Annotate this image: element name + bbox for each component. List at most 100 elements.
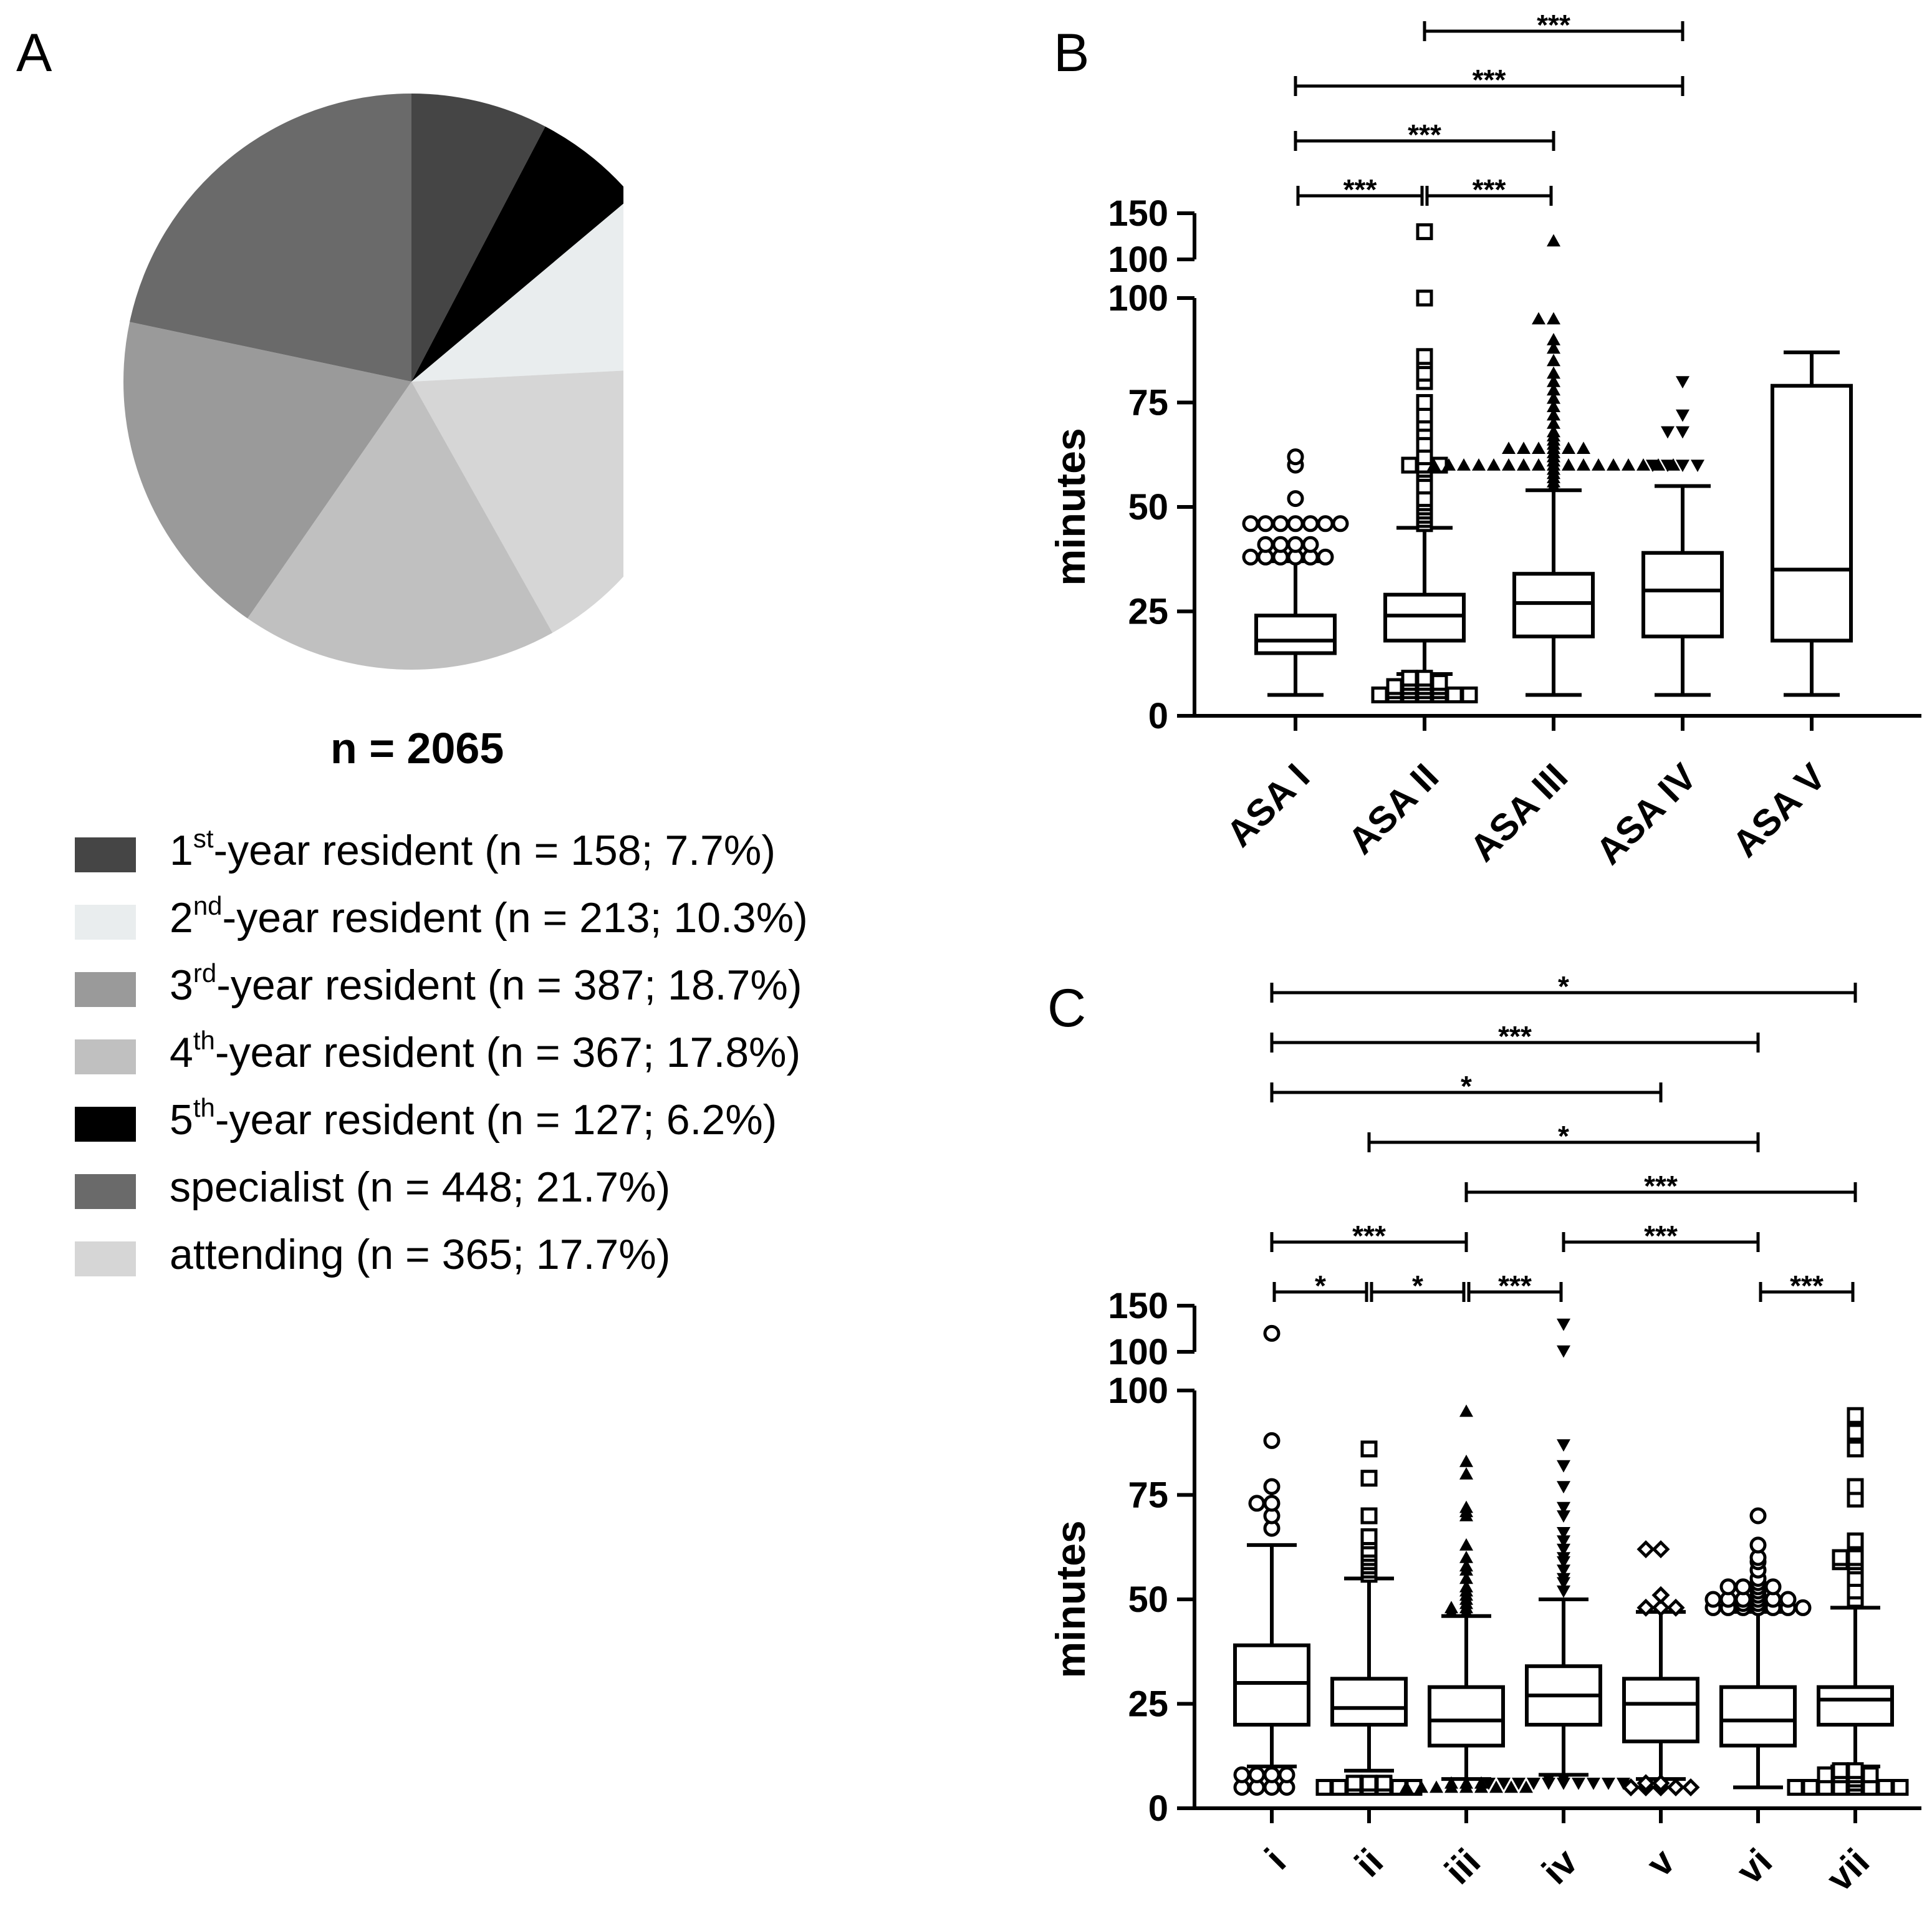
y-axis-title: minutes (1047, 428, 1093, 585)
outlier-point (1375, 1775, 1393, 1792)
significance-bracket (1759, 1282, 1855, 1302)
outlier-point (1332, 515, 1349, 532)
box-1 (1371, 223, 1478, 703)
outlier-point (1459, 1776, 1473, 1789)
outlier-point (1817, 1766, 1834, 1783)
outlier-point (1557, 1585, 1570, 1598)
outlier-point (1416, 394, 1433, 411)
outlier-point (1547, 366, 1560, 379)
outlier-point (1330, 1779, 1348, 1796)
outlier-point (1832, 1762, 1849, 1780)
y-tick-label: 0 (1148, 1788, 1168, 1829)
outlier-point (1557, 1439, 1570, 1452)
outlier-point (1577, 458, 1590, 471)
outlier-point (1547, 341, 1560, 354)
significance-bracket (1467, 1282, 1563, 1302)
outlier-point (1794, 1599, 1812, 1616)
outlier-point (1482, 1778, 1496, 1790)
outlier-point (1461, 687, 1478, 703)
x-tick-label: ii (1347, 1841, 1391, 1885)
legend-swatch (75, 1241, 136, 1276)
outlier-point (1532, 458, 1545, 471)
box-0 (1233, 1324, 1310, 1796)
legend-swatch (75, 837, 136, 872)
pie-slice-5 (123, 322, 411, 619)
outlier-point (1248, 1766, 1266, 1783)
significance-bracket (1294, 131, 1555, 151)
legend-label: 2nd-year resident (n = 213; 10.3%) (170, 893, 808, 942)
legend-label-base: 5 (170, 1096, 193, 1144)
outlier-point (1547, 375, 1560, 387)
outlier-point (1360, 1440, 1378, 1458)
outlier-point (1430, 1780, 1443, 1793)
outlier-point (1459, 1559, 1473, 1572)
outlier-point (1517, 441, 1531, 454)
legend-label: 1st-year resident (n = 158; 7.7%) (170, 826, 776, 875)
outlier-point (1676, 426, 1689, 439)
box-1 (1315, 1440, 1423, 1796)
significance-label: * (1461, 1070, 1472, 1102)
legend-label: 4th-year resident (n = 367; 17.8%) (170, 1028, 800, 1077)
outlier-point (1416, 289, 1433, 307)
outlier-point (1263, 1495, 1281, 1512)
y-axis (1177, 211, 1196, 718)
legend-label-rest: -year resident (n = 213; 10.3%) (222, 894, 808, 942)
significance-bracket (1562, 1232, 1760, 1252)
box-2 (1400, 1404, 1533, 1793)
outlier-point (1532, 312, 1545, 325)
significance-label: * (1558, 1120, 1569, 1152)
outlier-point (1719, 1578, 1737, 1596)
x-tick-label: vi (1728, 1841, 1780, 1892)
outlier-point (1636, 458, 1650, 471)
outlier-point (1345, 1775, 1363, 1792)
significance-bracket (1294, 76, 1684, 96)
outlier-point (1557, 1345, 1570, 1358)
significance-bracket (1423, 21, 1684, 41)
outlier-point (1459, 1538, 1473, 1551)
outlier-point (1315, 1779, 1333, 1796)
outlier-point (1847, 1762, 1864, 1780)
outlier-point (1557, 1527, 1570, 1540)
outlier-point (1360, 1470, 1378, 1487)
y-axis (1177, 1304, 1196, 1810)
outlier-point (1577, 441, 1590, 454)
significance-bracket (1370, 1282, 1466, 1302)
significance-bracket (1270, 1082, 1663, 1102)
outlier-point (1622, 1778, 1640, 1797)
outlier-point (1489, 1780, 1503, 1793)
significance-label: *** (1790, 1270, 1824, 1302)
pie-chart (123, 94, 623, 670)
legend-label: specialist (n = 448; 21.7%) (170, 1163, 670, 1212)
y-tick-label: 0 (1148, 696, 1168, 736)
pie-slice-2 (411, 203, 623, 382)
legend-label-base: 3 (170, 961, 193, 1009)
outlier-point (1847, 1407, 1864, 1424)
panel-b-label: B (1054, 23, 1090, 83)
outlier-point (1519, 1780, 1533, 1793)
outlier-point (1360, 1528, 1378, 1545)
outlier-point (1779, 1591, 1797, 1608)
significance-label: *** (1537, 9, 1570, 41)
outlier-point (1459, 1454, 1473, 1467)
outlier-point (1415, 1780, 1428, 1793)
legend-label-base: attending (n = 365; 17.7%) (170, 1231, 671, 1278)
x-tick-label: i (1257, 1841, 1294, 1877)
box-5 (1704, 1507, 1812, 1790)
outlier-point (1636, 1540, 1655, 1559)
box-3 (1641, 376, 1724, 697)
outlier-point (1547, 425, 1560, 438)
outlier-point (1891, 1779, 1909, 1796)
outlier-point (1764, 1578, 1782, 1596)
y-tick-label: 25 (1128, 592, 1168, 632)
outlier-point (1459, 1579, 1473, 1593)
legend-label-base: 2 (170, 894, 193, 942)
significance-label: *** (1343, 173, 1377, 206)
outlier-point (1847, 1440, 1864, 1458)
outlier-point (1457, 458, 1471, 471)
outlier-point (1263, 1432, 1281, 1449)
y-tick-label: 25 (1128, 1684, 1168, 1725)
legend-label: attending (n = 365; 17.7%) (170, 1230, 670, 1279)
outlier-point (1360, 1507, 1378, 1525)
legend-swatch (75, 905, 136, 940)
outlier-point (1278, 1766, 1295, 1783)
